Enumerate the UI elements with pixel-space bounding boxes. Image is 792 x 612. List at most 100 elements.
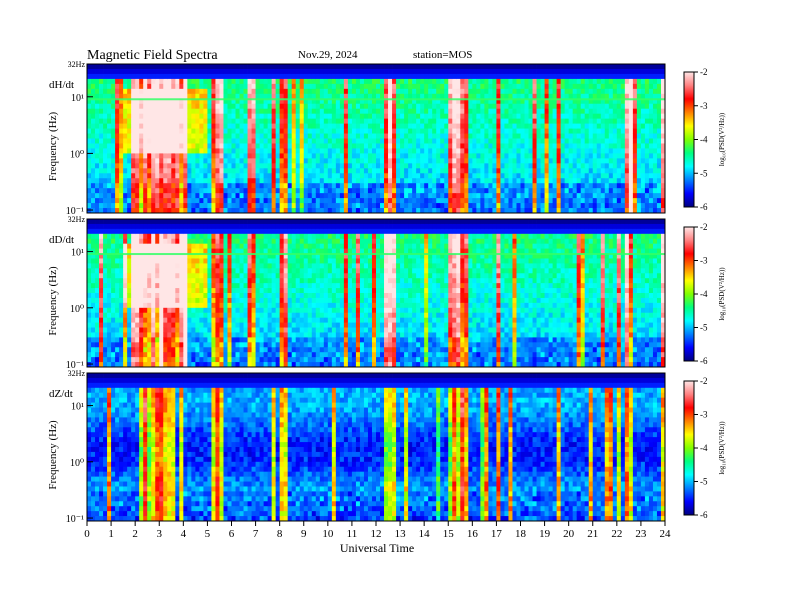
spectrogram-cell xyxy=(376,168,381,174)
spectrogram-cell xyxy=(420,98,425,105)
spectrogram-cell xyxy=(367,188,373,194)
spectrogram-cell xyxy=(99,288,104,294)
spectrogram-cell xyxy=(159,263,164,269)
spectrogram-cell xyxy=(147,138,152,144)
spectrogram-cell xyxy=(572,118,578,124)
spectrogram-cell xyxy=(143,203,148,209)
spectrogram-cell xyxy=(335,143,341,149)
spectrogram-cell xyxy=(103,203,108,209)
spectrogram-cell xyxy=(167,193,172,199)
spectrogram-cell xyxy=(251,88,256,95)
spectrogram-cell xyxy=(660,103,666,110)
spectrogram-cell xyxy=(127,183,132,189)
spectrogram-cell xyxy=(163,337,168,343)
spectrogram-cell xyxy=(107,312,112,319)
spectrogram-cell xyxy=(355,183,361,189)
spectrogram-cell xyxy=(139,278,144,284)
spectrogram-cell xyxy=(259,168,265,174)
spectrogram-cell xyxy=(416,198,421,204)
spectrogram-cell xyxy=(163,208,168,214)
spectrogram-cell xyxy=(115,123,120,129)
spectrogram-cell xyxy=(167,118,172,124)
spectrogram-cell xyxy=(307,118,313,124)
spectrogram-cell xyxy=(656,153,662,159)
spectrogram-cell xyxy=(580,178,586,184)
spectrogram-cell xyxy=(331,143,337,149)
spectrogram-cell xyxy=(151,143,156,149)
spectrogram-cell xyxy=(492,148,497,154)
spectrogram-cell xyxy=(99,317,104,323)
spectrogram-cell xyxy=(528,133,533,139)
spectrogram-cell xyxy=(331,183,337,189)
spectrogram-cell xyxy=(600,148,606,154)
spectrogram-cell xyxy=(191,168,196,174)
spectrogram-cell xyxy=(652,183,658,189)
spectrogram-cell xyxy=(380,158,385,164)
spectrogram-cell xyxy=(468,138,473,144)
spectrogram-cell xyxy=(163,123,168,129)
spectrogram-cell xyxy=(380,208,385,214)
spectrogram-cell xyxy=(660,178,666,184)
spectrogram-cell xyxy=(464,98,469,105)
spectrogram-cell xyxy=(135,307,140,314)
spectrogram-cell xyxy=(103,258,108,264)
spectrogram-cell xyxy=(299,188,305,194)
spectrogram-cell xyxy=(544,173,549,179)
spectrogram-cell xyxy=(227,118,232,124)
spectrogram-cell xyxy=(616,153,622,159)
spectrogram-cell xyxy=(472,78,477,85)
spectrogram-cell xyxy=(195,98,200,105)
spectrogram-cell xyxy=(600,163,606,169)
spectrogram-cell xyxy=(87,198,92,204)
spectrogram-cell xyxy=(620,108,626,115)
spectrogram-cell xyxy=(327,178,333,184)
spectrogram-cell xyxy=(544,193,549,199)
spectrogram-cell xyxy=(299,113,305,120)
spectrogram-cell xyxy=(660,123,666,129)
spectrogram-cell xyxy=(119,138,124,144)
spectrogram-cell xyxy=(291,78,297,85)
spectrogram-cell xyxy=(388,173,393,179)
spectrogram-cell xyxy=(472,148,477,154)
spectrogram-cell xyxy=(371,168,377,174)
spectrogram-cell xyxy=(291,103,297,110)
spectrogram-cell xyxy=(127,83,132,90)
spectrogram-cell xyxy=(404,118,409,124)
spectrogram-cell xyxy=(580,123,586,129)
spectrogram-cell xyxy=(139,198,144,204)
spectrogram-cell xyxy=(235,163,240,169)
spectrogram-cell xyxy=(444,198,449,204)
spectrogram-cell xyxy=(239,173,244,179)
spectrogram-cell xyxy=(424,133,429,139)
spectrogram-cell xyxy=(215,193,220,199)
spectrogram-cell xyxy=(147,258,152,264)
spectrogram-cell xyxy=(428,113,433,120)
spectrogram-cell xyxy=(520,173,525,179)
spectrogram-cell xyxy=(127,337,132,343)
spectrogram-cell xyxy=(632,138,638,144)
spectrogram-cell xyxy=(660,108,666,115)
spectrogram-cell xyxy=(616,168,622,174)
spectrogram-cell xyxy=(167,168,172,174)
spectrogram-cell xyxy=(392,208,397,214)
spectrogram-cell xyxy=(167,248,172,254)
spectrogram-cell xyxy=(612,163,618,169)
spectrogram-cell xyxy=(476,73,481,80)
spectrogram-cell xyxy=(520,83,525,90)
spectrogram-cell xyxy=(420,108,425,115)
spectrogram-cell xyxy=(536,148,541,154)
spectrogram-cell xyxy=(87,352,92,358)
spectrogram-cell xyxy=(376,73,381,80)
spectrogram-cell xyxy=(644,193,650,199)
spectrogram-cell xyxy=(640,143,646,149)
spectrogram-cell xyxy=(492,178,497,184)
spectrogram-cell xyxy=(131,268,136,274)
spectrogram-cell xyxy=(331,163,337,169)
spectrogram-cell xyxy=(416,203,421,209)
spectrogram-cell xyxy=(584,88,590,95)
spectrogram-cell xyxy=(452,83,457,90)
spectrogram-cell xyxy=(139,183,144,189)
spectrogram-cell xyxy=(444,83,449,90)
spectrogram-cell xyxy=(255,153,260,159)
spectrogram-cell xyxy=(251,93,256,100)
